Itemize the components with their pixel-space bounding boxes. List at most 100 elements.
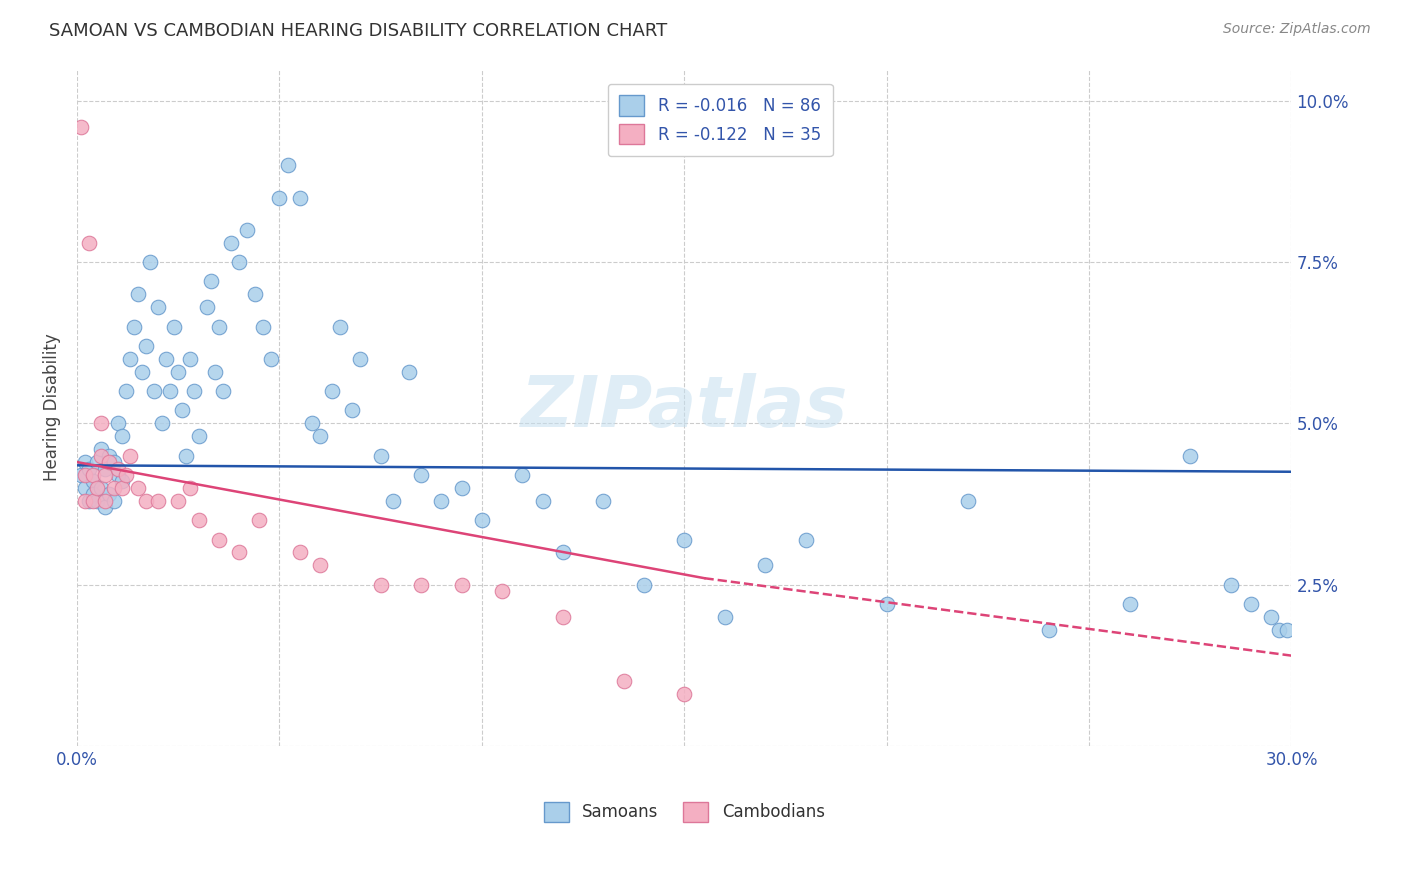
Point (245, 287, 267, 301)
Point (90, 449, 112, 463)
Point (1277, 623, 1299, 637)
Point (107, 461, 129, 475)
Point (94, 500, 117, 515)
Point (118, 449, 141, 463)
Point (633, 577, 655, 591)
Point (111, 481, 132, 495)
Point (86, 481, 108, 495)
Y-axis label: Hearing Disability: Hearing Disability (44, 334, 60, 481)
Point (1260, 610, 1282, 624)
Point (70, 467, 93, 482)
Point (159, 384, 181, 398)
Point (127, 287, 149, 301)
Point (94, 493, 117, 508)
Point (876, 597, 898, 611)
Point (342, 403, 364, 417)
Point (155, 351, 177, 366)
Point (127, 481, 149, 495)
Point (135, 339, 157, 353)
Point (592, 493, 614, 508)
Point (150, 417, 173, 431)
Point (86, 493, 108, 508)
Point (450, 481, 472, 495)
Point (75, 481, 97, 495)
Point (411, 577, 433, 591)
Point (551, 545, 574, 559)
Point (167, 365, 190, 379)
Point (187, 429, 209, 443)
Point (309, 429, 332, 443)
Point (200, 275, 222, 289)
Point (82, 467, 104, 482)
Point (122, 319, 145, 334)
Point (103, 455, 125, 469)
Legend: Samoans, Cambodians: Samoans, Cambodians (534, 791, 835, 832)
Point (208, 533, 231, 547)
Point (956, 493, 979, 508)
Point (103, 481, 125, 495)
Point (107, 467, 129, 482)
Point (176, 449, 198, 463)
Point (94, 461, 117, 475)
Point (673, 533, 696, 547)
Point (163, 319, 186, 334)
Point (118, 351, 141, 366)
Point (471, 513, 494, 527)
Point (179, 481, 201, 495)
Point (531, 493, 554, 508)
Point (288, 190, 311, 204)
Point (1240, 597, 1263, 611)
Point (167, 493, 190, 508)
Point (329, 319, 352, 334)
Point (370, 577, 392, 591)
Point (139, 255, 162, 269)
Point (77, 461, 100, 475)
Point (269, 190, 291, 204)
Point (86, 455, 108, 469)
Point (1118, 597, 1140, 611)
Point (103, 493, 125, 508)
Point (111, 429, 132, 443)
Point (713, 610, 735, 624)
Point (236, 223, 259, 237)
Point (411, 467, 433, 482)
Point (114, 467, 136, 482)
Point (77, 235, 100, 250)
Point (349, 351, 371, 366)
Point (187, 513, 209, 527)
Point (370, 449, 392, 463)
Point (143, 384, 166, 398)
Point (183, 384, 205, 398)
Point (512, 467, 534, 482)
Point (131, 365, 153, 379)
Point (82, 487, 104, 501)
Point (75, 467, 97, 482)
Point (288, 545, 311, 559)
Point (94, 467, 117, 482)
Point (277, 158, 299, 172)
Point (211, 384, 233, 398)
Point (260, 351, 283, 366)
Point (247, 513, 270, 527)
Text: Source: ZipAtlas.com: Source: ZipAtlas.com (1223, 22, 1371, 37)
Point (82, 493, 104, 508)
Point (135, 493, 157, 508)
Point (146, 300, 169, 314)
Point (75, 493, 97, 508)
Text: SAMOAN VS CAMBODIAN HEARING DISABILITY CORRELATION CHART: SAMOAN VS CAMBODIAN HEARING DISABILITY C… (49, 22, 668, 40)
Point (1219, 577, 1241, 591)
Point (90, 481, 112, 495)
Point (98, 455, 121, 469)
Point (114, 384, 136, 398)
Point (398, 365, 420, 379)
Point (794, 533, 817, 547)
Point (309, 558, 332, 573)
Point (98, 449, 121, 463)
Point (1180, 449, 1202, 463)
Text: ZIPatlas: ZIPatlas (520, 373, 848, 442)
Point (77, 493, 100, 508)
Point (1038, 623, 1060, 637)
Point (491, 584, 513, 599)
Point (252, 319, 274, 334)
Point (228, 545, 250, 559)
